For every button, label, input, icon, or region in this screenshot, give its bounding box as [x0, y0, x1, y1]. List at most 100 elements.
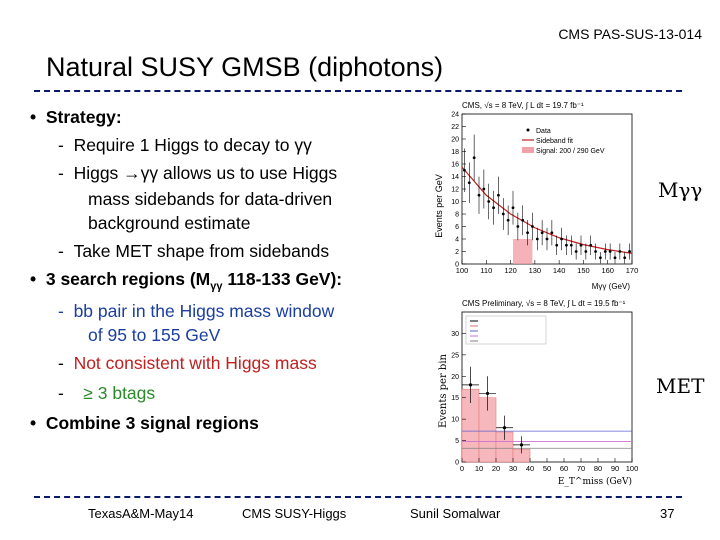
- signal-band: [513, 239, 533, 264]
- data-point: [565, 243, 568, 247]
- data-point: [560, 237, 563, 241]
- mgg-plot-header: CMS, √s = 8 TeV, ∫ L dt = 19.7 fb⁻¹: [462, 101, 584, 110]
- data-point: [502, 426, 507, 430]
- data-point: [584, 250, 588, 253]
- y-tick-label: 22: [451, 124, 459, 131]
- data-point: [501, 212, 505, 216]
- x-tick-label: 90: [611, 464, 619, 473]
- data-point: [535, 237, 539, 241]
- met-legend-box: [465, 315, 547, 345]
- data-point: [477, 193, 481, 197]
- bullet-strategy: • Strategy:: [30, 107, 122, 127]
- y-tick-label: 14: [451, 174, 459, 181]
- data-point: [579, 243, 583, 247]
- data-point: [492, 206, 495, 210]
- footer-right: Sunil Somalwar: [410, 506, 501, 521]
- met-ylabel: Events per bin: [438, 353, 449, 428]
- footer-center: CMS SUSY-Higgs: [242, 506, 347, 521]
- met-marks: 0 10 20 30 40 50 60 70 80 90 100 0 5 10 15 20 25 30: [451, 331, 638, 473]
- x-tick-label: 10: [475, 464, 483, 473]
- data-point: [482, 187, 486, 191]
- x-tick-label: 110: [480, 266, 492, 275]
- document-reference: CMS PAS-SUS-13-014: [558, 26, 702, 42]
- x-tick-label: 0: [460, 464, 464, 473]
- x-tick-label: 130: [529, 266, 542, 275]
- data-point: [540, 231, 544, 235]
- legend-data-marker: [526, 128, 530, 132]
- y-tick-label: 6: [455, 224, 459, 231]
- sub-bullet-sidebands-line2: mass sidebands for data-driven: [88, 189, 333, 209]
- bullet-search-regions: • 3 search regions (Mγγ 118-133 GeV):: [30, 269, 343, 293]
- footer-left: TexasA&M-May14: [88, 506, 194, 521]
- data-point: [516, 225, 520, 228]
- bullet-combine: • Combine 3 signal regions: [30, 413, 259, 433]
- legend-fit: Sideband fit: [536, 138, 573, 145]
- mgg-xlabel: Mγγ (GeV): [592, 282, 631, 291]
- data-point: [623, 256, 627, 260]
- sub-bullet-bb-pair-line2: of 95 to 155 GeV: [88, 325, 221, 345]
- x-tick-label: 140: [553, 266, 566, 275]
- y-tick-label: 20: [451, 374, 459, 381]
- x-tick-label: 150: [577, 266, 590, 275]
- y-tick-label: 10: [451, 199, 459, 206]
- y-tick-label: 0: [455, 262, 459, 269]
- data-point: [618, 250, 622, 253]
- x-tick-label: 20: [492, 464, 500, 473]
- met-plot-header: CMS Preliminary, √s = 8 TeV, ∫ L dt = 19…: [462, 299, 626, 308]
- data-point: [574, 250, 578, 253]
- sub-bullet-not-higgs: - Not consistent with Higgs mass: [58, 353, 317, 373]
- data-point: [519, 443, 524, 447]
- title-divider: [34, 90, 682, 92]
- sub-bullet-bb-pair: - bb pair in the Higgs mass window: [58, 301, 335, 321]
- y-tick-label: 25: [451, 352, 459, 359]
- data-point: [569, 243, 573, 247]
- x-tick-label: 40: [526, 464, 534, 473]
- legend-data: Data: [536, 128, 551, 135]
- x-tick-label: 70: [577, 464, 585, 473]
- mgg-ylabel: Events per GeV: [434, 174, 444, 238]
- x-tick-label: 30: [509, 464, 517, 473]
- sub-bullet-btags: - ≥ 3 btags: [58, 383, 156, 403]
- data-point: [487, 200, 491, 203]
- y-tick-label: 4: [455, 237, 459, 244]
- x-tick-label: 120: [504, 266, 517, 275]
- mgg-side-label: Mγγ: [658, 178, 703, 202]
- data-point: [531, 225, 534, 228]
- data-point: [497, 193, 500, 197]
- y-tick-label: 5: [455, 438, 459, 445]
- data-point: [603, 250, 607, 253]
- y-tick-label: 8: [455, 212, 459, 219]
- y-tick-label: 0: [455, 460, 459, 467]
- x-tick-label: 100: [456, 266, 469, 275]
- data-point: [628, 250, 631, 253]
- data-point: [545, 237, 549, 241]
- data-point: [506, 218, 510, 222]
- data-point: [526, 231, 529, 235]
- data-point: [594, 250, 597, 253]
- sub-bullet-met-shape: - Take MET shape from sidebands: [58, 241, 330, 261]
- data-point: [472, 156, 476, 160]
- mgg-legend: Data Sideband fit Signal: 200 / 290 GeV: [522, 128, 605, 155]
- x-tick-label: 80: [594, 464, 602, 473]
- x-tick-label: 160: [601, 266, 614, 275]
- data-point: [468, 383, 473, 387]
- legend-signal: Signal: 200 / 290 GeV: [536, 148, 605, 155]
- data-point: [463, 168, 466, 172]
- data-point: [589, 243, 593, 247]
- page-number: 37: [660, 506, 675, 521]
- y-tick-label: 2: [455, 249, 459, 256]
- met-xlabel: E_T^miss (GeV): [558, 476, 632, 487]
- y-tick-label: 10: [451, 417, 459, 424]
- data-point: [608, 250, 612, 253]
- data-point: [521, 218, 525, 222]
- x-tick-label: 60: [560, 464, 568, 473]
- arrow-icon: →: [123, 163, 141, 183]
- data-point: [485, 391, 490, 396]
- met-plot: CMS Preliminary, √s = 8 TeV, ∫ L dt = 19…: [432, 296, 648, 492]
- x-tick-label: 170: [626, 266, 639, 275]
- footer-divider: [34, 496, 682, 498]
- x-tick-label: 100: [626, 464, 639, 473]
- data-point: [555, 243, 559, 247]
- mgg-plot-svg: CMS, √s = 8 TeV, ∫ L dt = 19.7 fb⁻¹ Even…: [434, 101, 639, 291]
- data-point: [613, 256, 617, 260]
